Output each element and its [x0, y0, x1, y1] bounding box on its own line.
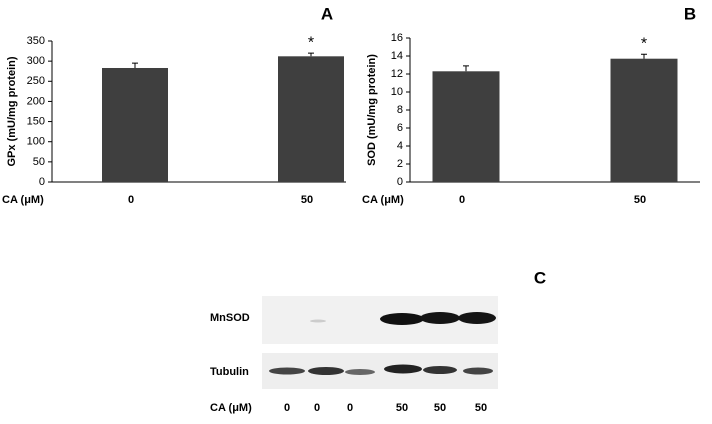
- bar: [278, 56, 344, 182]
- x-tick-label: 50: [301, 194, 313, 206]
- x-tick-label: 0: [459, 194, 465, 206]
- y-tick-label: 12: [391, 68, 403, 80]
- error-bar: [641, 53, 647, 59]
- lane-label: 50: [396, 402, 408, 414]
- lane-label: 0: [347, 402, 353, 414]
- y-tick-label: 2: [397, 158, 403, 170]
- significance-marker: *: [641, 35, 647, 52]
- y-axis-label: SOD (mU/mg protein): [366, 54, 378, 166]
- x-tick-label: 50: [634, 194, 646, 206]
- y-tick-label: 0: [39, 176, 45, 188]
- y-tick-label: 16: [391, 32, 403, 44]
- lane-label: 50: [434, 402, 446, 414]
- y-tick-label: 6: [397, 122, 403, 134]
- y-tick-label: 300: [27, 55, 45, 67]
- y-tick-label: 10: [391, 86, 403, 98]
- blot-row-label: MnSOD: [210, 312, 250, 324]
- y-tick-label: 50: [33, 156, 45, 168]
- significance-marker: *: [308, 34, 314, 51]
- x-axis-label: CA (μM): [2, 194, 44, 206]
- mnsod-bands: [310, 312, 496, 325]
- y-tick-label: 250: [27, 75, 45, 87]
- error-bar: [308, 52, 314, 57]
- tubulin-bands: [269, 364, 493, 375]
- lane-label: 0: [284, 402, 290, 414]
- bar: [610, 58, 678, 183]
- lane-label: 50: [475, 402, 487, 414]
- blot-row-label: Tubulin: [210, 366, 249, 378]
- panel-label: B: [684, 4, 696, 23]
- y-axis-label: GPx (mU/mg protein): [6, 56, 18, 166]
- error-bar: [132, 62, 138, 68]
- panel-label: C: [534, 268, 546, 287]
- y-tick-label: 150: [27, 115, 45, 127]
- x-axis-label: CA (μM): [362, 194, 404, 206]
- y-tick-label: 100: [27, 136, 45, 148]
- y-tick-label: 8: [397, 104, 403, 116]
- y-tick-label: 350: [27, 35, 45, 47]
- lane-label: 0: [314, 402, 320, 414]
- panel-label: A: [321, 4, 333, 23]
- y-tick-label: 14: [391, 50, 403, 62]
- error-bar: [463, 65, 469, 72]
- y-tick-label: 4: [397, 140, 403, 152]
- y-tick-label: 0: [397, 176, 403, 188]
- blot-x-label: CA (μM): [210, 402, 252, 414]
- x-tick-label: 0: [128, 194, 134, 206]
- y-tick-label: 200: [27, 95, 45, 107]
- bar: [432, 71, 500, 182]
- bar: [102, 67, 168, 182]
